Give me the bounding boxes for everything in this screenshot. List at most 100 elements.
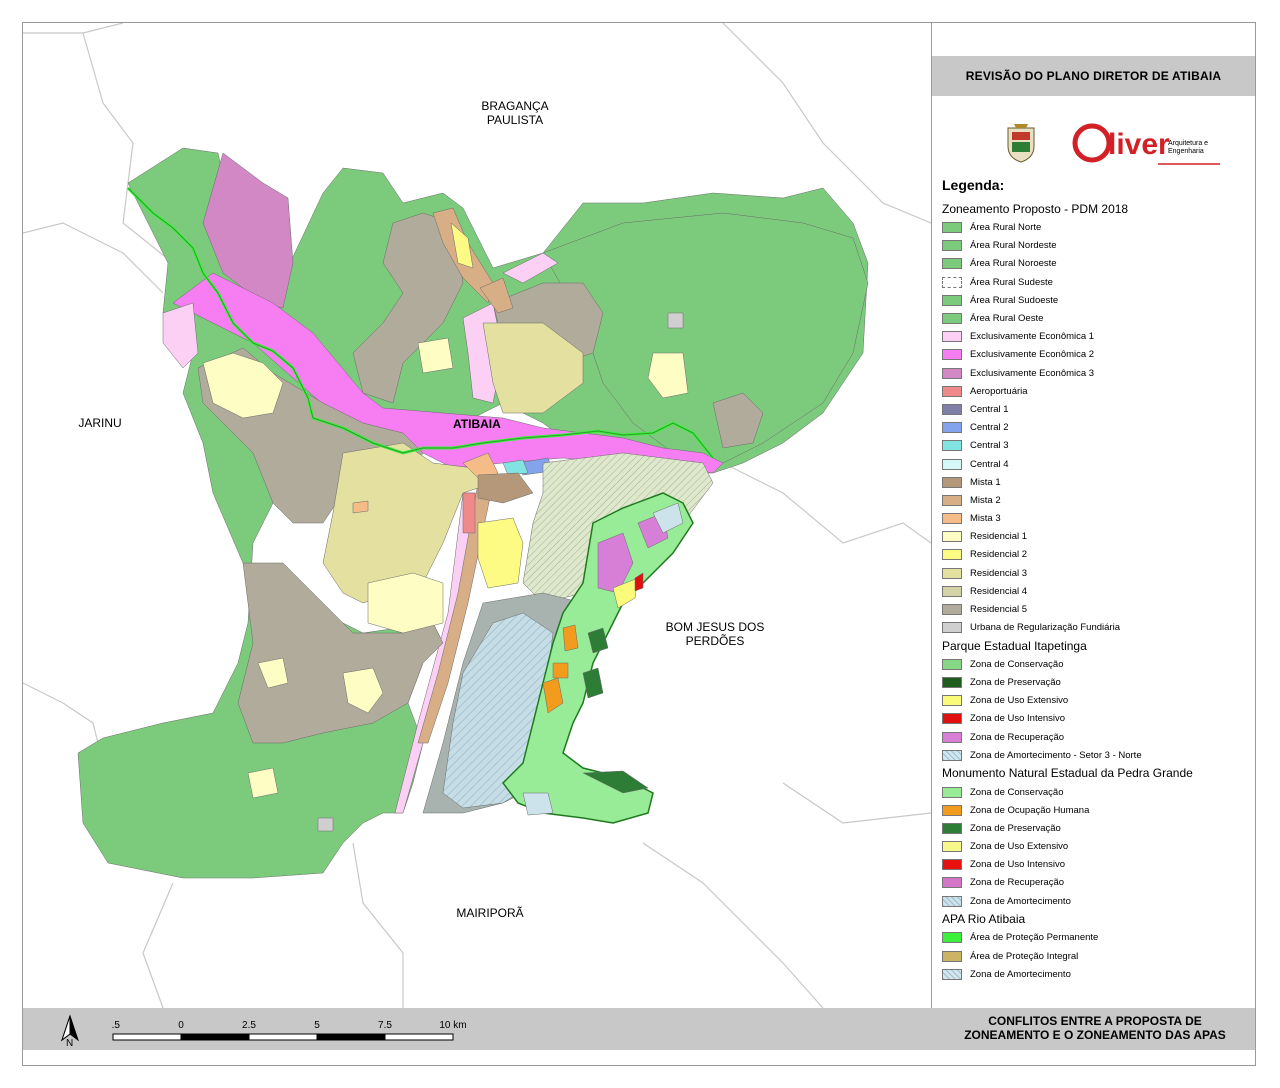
legend-swatch: [942, 731, 962, 743]
residencial-3: [322, 442, 494, 604]
legend-swatch: [942, 440, 962, 452]
legend-item: Residencial 1: [942, 528, 1252, 546]
legend-item-label: Área Rural Sudeste: [970, 276, 1053, 288]
exc-economica-3: [202, 152, 294, 309]
legend-item-label: Zona de Uso Extensivo: [970, 695, 1069, 707]
legend-item-label: Residencial 5: [970, 604, 1028, 616]
legend-item: Área de Proteção Integral: [942, 947, 1252, 965]
legend-swatch: [942, 585, 962, 597]
legend-swatch: [942, 859, 962, 871]
legend-item: Zona de Uso Intensivo: [942, 856, 1252, 874]
legend-item-label: Mista 2: [970, 494, 1001, 506]
legend-item: Área Rural Noroeste: [942, 255, 1252, 273]
legend-item-label: Zona de Conservação: [970, 786, 1064, 798]
legend-item: Zona de Preservação: [942, 674, 1252, 692]
legend-item-label: Zona de Preservação: [970, 822, 1061, 834]
legend-item: Central 1: [942, 400, 1252, 418]
legend-swatch: [942, 932, 962, 944]
label-atibaia: ATIBAIA: [453, 417, 501, 431]
legend-item-label: Zona de Conservação: [970, 658, 1064, 670]
legend-item-label: Zona de Uso Extensivo: [970, 841, 1069, 853]
legend-item: Mista 1: [942, 473, 1252, 491]
scale-bar: 2.5 0 2.5 5 7.5 10 km: [111, 1020, 467, 1041]
legend-item: Zona de Recuperação: [942, 874, 1252, 892]
legend-item-label: Central 4: [970, 458, 1009, 470]
legend-swatch: [942, 476, 962, 488]
legend-swatch: [942, 622, 962, 634]
legend-item: Zona de Amortecimento: [942, 965, 1252, 983]
map-title: CONFLITOS ENTRE A PROPOSTA DE ZONEAMENTO…: [964, 1014, 1226, 1042]
legend-item: Central 3: [942, 437, 1252, 455]
zona-uso-intensivo: [634, 572, 644, 592]
legend-swatch: [942, 604, 962, 616]
legend-swatch: [942, 713, 962, 725]
legend-item: Zona de Conservação: [942, 783, 1252, 801]
legend-item-label: Mista 3: [970, 513, 1001, 525]
legend-item: Residencial 3: [942, 564, 1252, 582]
legend-item-label: Área Rural Norte: [970, 222, 1042, 234]
legend-item: Zona de Amortecimento - Setor 3 - Norte: [942, 746, 1252, 764]
legend-item: Exclusivamente Econômica 3: [942, 364, 1252, 382]
label-bom-jesus-dos-perdoes: BOM JESUS DOS PERDÕES: [665, 620, 765, 648]
panel-divider: [931, 23, 932, 1008]
legend-item: Mista 2: [942, 491, 1252, 509]
legend-item-label: Zona de Recuperação: [970, 877, 1065, 889]
residencial-1: [202, 352, 284, 419]
legend-swatch: [942, 695, 962, 707]
area-rural-nordeste: [542, 212, 869, 464]
brand-subtitle: Arquitetura e Engenharia: [1168, 140, 1209, 155]
legend-swatch: [942, 968, 962, 980]
legend-item-label: Área Rural Noroeste: [970, 258, 1057, 270]
residencial-2: [477, 517, 524, 589]
legend-item: Zona de Amortecimento: [942, 892, 1252, 910]
zona-ocupacao-humana: [542, 677, 564, 714]
legend-swatch: [942, 877, 962, 889]
legend-swatch: [942, 276, 962, 288]
bottom-bar: N 2.5 0 2.5 5 7.5 10 km CONFLITOS ENTRE A PRO…: [23, 1008, 1255, 1050]
legend-item: Zona de Uso Extensivo: [942, 692, 1252, 710]
scale-tick-label: 2.5: [111, 1020, 120, 1031]
legend-item-label: Exclusivamente Econômica 2: [970, 349, 1095, 361]
legend-item: Residencial 2: [942, 546, 1252, 564]
label-jarinu: JARINU: [78, 416, 122, 430]
legend-item-label: Central 2: [970, 422, 1009, 434]
legend-item-label: Residencial 2: [970, 549, 1028, 561]
legend-swatch: [942, 749, 962, 761]
map-frame: [22, 22, 1256, 1066]
legend-swatch: [942, 422, 962, 434]
legend-item: Exclusivamente Econômica 2: [942, 346, 1252, 364]
legend-item-label: Residencial 1: [970, 531, 1028, 543]
map-canvas[interactable]: [23, 23, 931, 1008]
scale-tick-label: 5: [314, 1020, 320, 1031]
legend-item-label: Central 3: [970, 440, 1009, 452]
legend-item-label: Exclusivamente Econômica 1: [970, 331, 1095, 343]
legend-swatch: [942, 313, 962, 325]
logos-area: liver Arquitetura e Engenharia: [932, 118, 1255, 173]
north-letter: N: [66, 1038, 74, 1049]
legend-item: Área Rural Sudeste: [942, 273, 1252, 291]
legend-item: Residencial 5: [942, 600, 1252, 618]
legend-item-label: Mista 1: [970, 476, 1001, 488]
legend-panel: REVISÃO DO PLANO DIRETOR DE ATIBAIA live…: [932, 23, 1255, 1008]
exc-economica-1: [162, 302, 199, 369]
legend-item: Área de Proteção Permanente: [942, 929, 1252, 947]
legend-swatch: [942, 822, 962, 834]
legend-swatch: [942, 385, 962, 397]
legend-swatch: [942, 240, 962, 252]
legend-group-title: APA Rio Atibaia: [942, 912, 1026, 927]
legend-item-label: Urbana de Regularização Fundiária: [970, 622, 1120, 634]
legend-group-title: Parque Estadual Itapetinga: [942, 638, 1087, 653]
legend-item-label: Área Rural Nordeste: [970, 240, 1057, 252]
legend-swatch: [942, 367, 962, 379]
legend-item-label: Zona de Uso Intensivo: [970, 859, 1066, 871]
legend-swatch: [942, 403, 962, 415]
legend-item-label: Residencial 3: [970, 567, 1028, 579]
svg-text:liver: liver: [1108, 128, 1170, 161]
scale-tick-label: 0: [178, 1020, 184, 1031]
legend-swatch: [942, 258, 962, 270]
legend-item-label: Zona de Amortecimento: [970, 895, 1071, 907]
legend-swatch: [942, 458, 962, 470]
label-braganca-paulista: BRAGANÇA PAULISTA: [481, 99, 549, 127]
north-arrow-icon: [61, 1014, 79, 1042]
legend-swatch: [942, 658, 962, 670]
